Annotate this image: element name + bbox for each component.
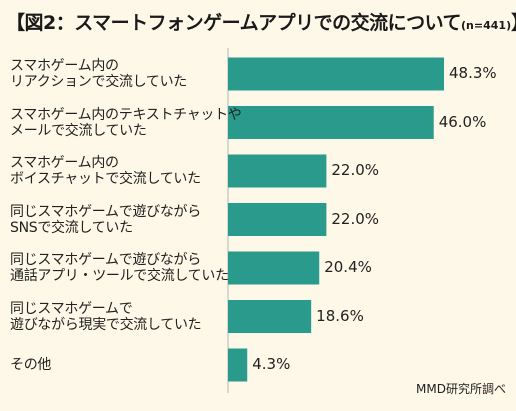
category-label-line: スマホゲーム内の <box>10 58 119 74</box>
category-label-line: メールで交流していた <box>10 122 147 139</box>
category-label-line: 同じスマホゲームで <box>10 300 133 317</box>
category-label-2: スマホゲーム内のテキストチャットや メールで交流していた <box>10 106 242 139</box>
category-label-4: 同じスマホゲームで遊びながら SNSで交流していた <box>10 204 228 236</box>
category-label-line: SNSで交流していた <box>10 219 133 236</box>
bar-2 <box>228 106 434 139</box>
value-label-7: 4.3% <box>252 355 291 373</box>
bar-7 <box>228 348 248 382</box>
category-label-line: 同じスマホゲームで遊びながら <box>10 252 201 268</box>
category-label-3: スマホゲーム内の ボイスチャットで交流していた <box>10 155 228 187</box>
value-label-2: 46.0% <box>438 112 487 131</box>
category-label-line: スマホゲーム内の <box>10 155 119 171</box>
category-label-line: ボイスチャットで交流していた <box>10 171 201 187</box>
category-label-line: スマホゲーム内のテキストチャットや <box>10 106 242 123</box>
category-label-line: 通話アプリ・ツールで交流していた <box>10 268 229 284</box>
category-label-6: 同じスマホゲームで 遊びながら現実で交流していた <box>10 301 228 333</box>
value-label-1: 48.3% <box>449 64 497 82</box>
category-label-1: スマホゲーム内の リアクションで交流していた <box>10 58 228 90</box>
value-label-3: 22.0% <box>331 161 380 179</box>
value-label-6: 18.6% <box>316 306 364 325</box>
title-text: 図2：スマートフォンゲームアプリでの交流について <box>24 12 462 34</box>
title-close-bracket: 】 <box>511 12 516 34</box>
chart-title: 【図2：スマートフォンゲームアプリでの交流について(n=441)】 <box>6 8 516 35</box>
bar-4 <box>228 203 327 236</box>
category-label-line: 同じスマホゲームで遊びながら <box>10 203 201 220</box>
value-label-5: 20.4% <box>324 258 372 276</box>
category-label-line: 遊びながら現実で交流していた <box>10 316 202 333</box>
title-open-bracket: 【 <box>6 12 25 34</box>
source-note: MMD研究所調べ <box>416 382 506 396</box>
bar-3 <box>228 154 327 188</box>
bar-1 <box>228 57 444 91</box>
value-label-4: 22.0% <box>331 209 380 228</box>
category-label-5: 同じスマホゲームで遊びながら 通話アプリ・ツールで交流していた <box>10 252 229 284</box>
bar-6 <box>228 300 312 333</box>
category-label-7: その他 <box>10 357 228 373</box>
category-label-line: その他 <box>10 357 52 373</box>
bar-5 <box>228 251 320 285</box>
sample-size: (n=441) <box>461 19 512 32</box>
category-label-line: リアクションで交流していた <box>10 74 187 90</box>
